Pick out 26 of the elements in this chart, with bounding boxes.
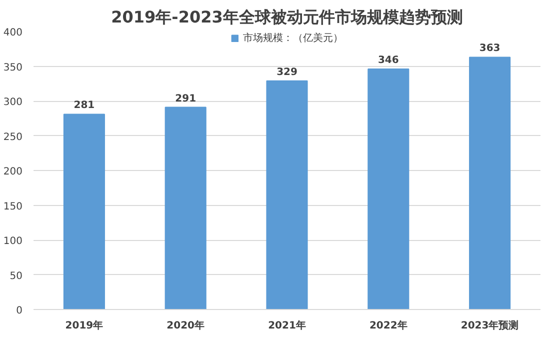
y-tick-label: 300 <box>3 97 23 108</box>
x-tick-label: 2021年 <box>268 320 306 332</box>
data-label: 329 <box>276 66 298 78</box>
data-label: 346 <box>378 55 399 66</box>
bar <box>164 106 206 310</box>
bar <box>266 80 308 310</box>
y-tick-label: 250 <box>3 132 23 143</box>
legend-label: 市场规模：（亿美元） <box>243 32 343 45</box>
y-tick-label: 150 <box>3 201 23 212</box>
x-tick-label: 2019年 <box>65 320 104 332</box>
y-tick-label: 0 <box>16 306 23 316</box>
y-tick-label: 400 <box>3 28 23 38</box>
y-tick-label: 50 <box>10 270 23 282</box>
bar <box>368 68 410 310</box>
y-tick-label: 200 <box>3 166 23 178</box>
chart-title: 2019年-2023年全球被动元件市场规模趋势预测 <box>111 8 463 26</box>
data-label: 363 <box>479 43 500 54</box>
data-label: 281 <box>74 100 95 112</box>
y-tick-label: 100 <box>3 236 23 247</box>
bar <box>63 114 105 310</box>
y-tick-label: 350 <box>3 62 23 74</box>
bar <box>469 56 511 310</box>
x-tick-label: 2020年 <box>166 320 205 332</box>
data-label: 291 <box>175 93 196 104</box>
x-tick-label: 2022年 <box>369 320 408 332</box>
x-tick-label: 2023年预测 <box>460 320 519 332</box>
